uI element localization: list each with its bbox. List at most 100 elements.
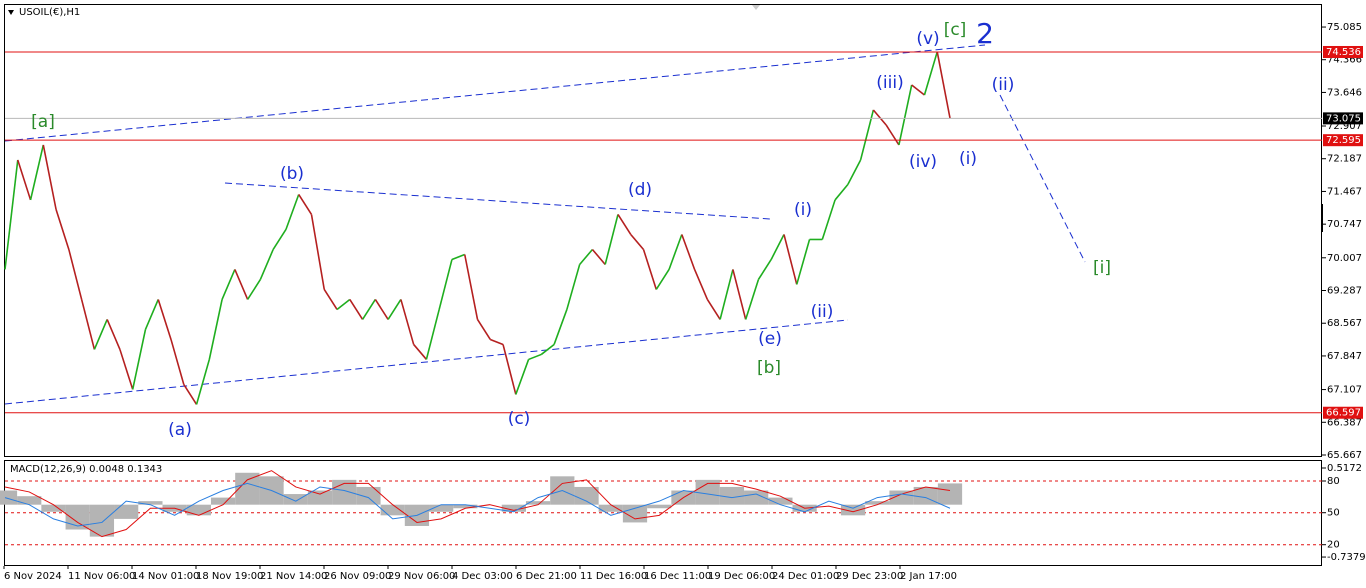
- price-segment: [336, 298, 351, 311]
- level-label-bg: [1323, 45, 1363, 58]
- histogram-bar: [332, 479, 357, 505]
- price-segment: [195, 359, 211, 405]
- price-segment: [29, 144, 45, 201]
- price-segment: [847, 159, 862, 185]
- wave-label: (i): [794, 200, 812, 220]
- x-tick-label: 29 Dec 23:00: [836, 571, 903, 582]
- x-tick-label: 11 Dec 16:00: [580, 571, 647, 582]
- macd-title: MACD(12,26,9) 0.0048 0.1343: [10, 464, 162, 475]
- price-segment: [795, 239, 811, 285]
- price-segment: [655, 269, 670, 290]
- y-tick-label: 70.747: [1327, 219, 1362, 230]
- price-segment: [591, 248, 606, 265]
- histogram-bar: [598, 504, 623, 512]
- histogram-bar: [0, 490, 18, 505]
- y-tick-label: 80: [1327, 476, 1340, 487]
- histogram-bar: [186, 504, 211, 516]
- price-segment: [668, 234, 683, 270]
- level-label: 72.595: [1326, 135, 1361, 146]
- price-segment: [106, 319, 121, 350]
- histogram-bar: [574, 486, 599, 505]
- y-tick-label: 66.387: [1327, 417, 1362, 428]
- trend-lines: [4, 44, 1086, 405]
- price-segment: [489, 338, 504, 346]
- x-tick-label: 6 Nov 2024: [4, 571, 62, 582]
- wave-label: (iv): [909, 152, 937, 172]
- price-segment: [400, 299, 415, 345]
- wave-label: (i): [959, 149, 977, 169]
- price-segment: [349, 299, 364, 320]
- price-segment: [4, 159, 19, 270]
- price-segment: [885, 124, 900, 146]
- histogram-bar: [889, 490, 914, 505]
- price-segment: [630, 233, 645, 250]
- price-segment: [693, 269, 709, 300]
- price-segment: [604, 214, 619, 265]
- y-tick-label: 70.007: [1327, 253, 1362, 264]
- price-segment: [93, 319, 108, 350]
- price-segment: [834, 183, 849, 201]
- histogram-bar: [647, 504, 672, 509]
- main-line: [4, 482, 951, 527]
- wave-label: (b): [280, 164, 304, 184]
- price-segment: [438, 259, 453, 310]
- x-tick-label: 14 Nov 01:00: [132, 571, 199, 582]
- y-tick-label: -0.7379: [1327, 552, 1366, 563]
- price-segment: [681, 234, 696, 270]
- trend-line: [224, 182, 771, 220]
- y-tick-label: 71.467: [1327, 186, 1362, 197]
- histogram-bar: [17, 496, 42, 505]
- y-tick-label: 67.107: [1327, 385, 1362, 396]
- price-segment: [310, 214, 326, 290]
- histogram-bar: [307, 490, 333, 505]
- price-segment: [515, 359, 530, 395]
- price-segment: [234, 269, 249, 300]
- level-label-bg: [1323, 134, 1363, 147]
- y-tick-label: 72.187: [1327, 154, 1362, 165]
- histogram-bar: [719, 486, 745, 505]
- price-segment: [528, 353, 542, 361]
- price-segment: [425, 309, 440, 360]
- histogram-bar: [114, 504, 139, 519]
- x-tick-label: 19 Dec 06:00: [708, 571, 775, 582]
- histogram-bar: [768, 497, 793, 505]
- price-segment: [157, 299, 172, 340]
- price-segment: [706, 299, 721, 320]
- price-segment: [502, 344, 517, 395]
- price-segment: [387, 299, 402, 320]
- price-segment: [744, 279, 760, 320]
- y-tick-label: 75.085: [1327, 22, 1362, 33]
- price-segment: [323, 289, 338, 310]
- price-segment: [732, 269, 747, 320]
- price-segment: [80, 299, 96, 350]
- histogram-bar: [380, 504, 405, 516]
- y-tick-label: 67.847: [1327, 351, 1362, 362]
- price-segment: [898, 84, 913, 146]
- histogram-bar: [453, 504, 478, 509]
- wave-label: [b]: [757, 358, 781, 378]
- wave-label: (ii): [811, 302, 834, 322]
- level-label: 66.597: [1326, 408, 1361, 419]
- wave-label: [c]: [944, 20, 967, 40]
- price-segment: [170, 339, 185, 385]
- y-tick-label: 73.646: [1327, 87, 1362, 98]
- x-tick-label: 24 Dec 01:00: [772, 571, 839, 582]
- scroll-marker: [752, 5, 760, 10]
- price-segment: [936, 51, 951, 119]
- trend-line: [4, 319, 849, 405]
- histogram-bar: [525, 501, 551, 505]
- price-segment: [757, 259, 772, 280]
- price-segment: [553, 309, 568, 345]
- price-segment: [119, 349, 134, 390]
- price-segment: [566, 264, 581, 310]
- price-segment: [476, 319, 491, 340]
- wave-label: (a): [168, 420, 192, 440]
- y-tick-label: 20: [1327, 540, 1340, 551]
- price-segment: [374, 299, 389, 320]
- histogram-bar: [41, 504, 66, 512]
- x-tick-label: 6 Dec 21:00: [516, 571, 577, 582]
- price-segment: [361, 299, 377, 320]
- price-segment: [617, 214, 632, 235]
